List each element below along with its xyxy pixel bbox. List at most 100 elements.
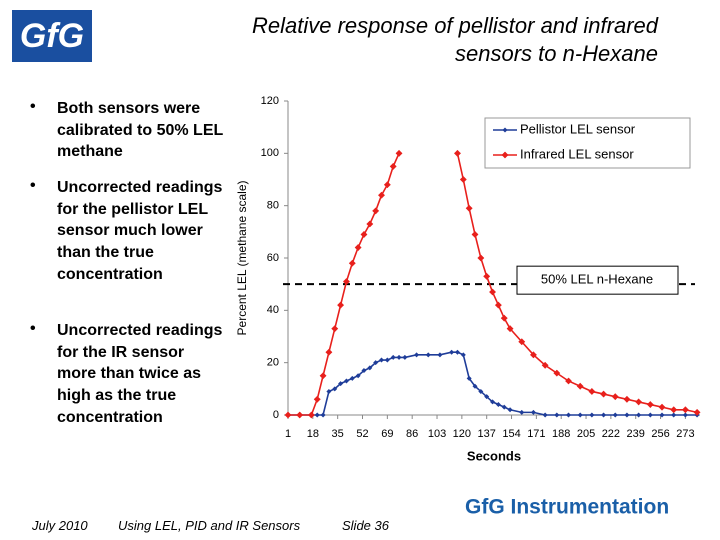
data-point bbox=[624, 412, 630, 418]
series-line bbox=[288, 351, 698, 416]
data-point bbox=[354, 244, 362, 251]
data-point bbox=[489, 288, 496, 296]
data-point bbox=[600, 390, 607, 398]
data-point bbox=[519, 409, 525, 415]
logo: GfG bbox=[20, 17, 84, 55]
bullet: Uncorrected readings for the pellistor L… bbox=[57, 179, 223, 283]
x-tick-label: 35 bbox=[332, 428, 344, 440]
legend-label: Pellistor LEL sensor bbox=[520, 121, 636, 136]
data-point bbox=[490, 399, 496, 405]
data-point bbox=[349, 375, 355, 381]
data-point bbox=[647, 412, 653, 418]
data-point bbox=[658, 403, 666, 411]
data-point bbox=[343, 278, 350, 285]
y-tick-label: 100 bbox=[261, 147, 279, 159]
data-point bbox=[623, 395, 631, 403]
y-axis-label: Percent LEL (methane scale) bbox=[235, 181, 249, 336]
data-point bbox=[693, 408, 701, 416]
x-tick-label: 103 bbox=[428, 428, 446, 440]
data-point bbox=[383, 181, 391, 189]
data-point bbox=[372, 207, 380, 215]
data-point bbox=[588, 388, 596, 395]
legend-box bbox=[484, 117, 691, 169]
data-point bbox=[646, 401, 654, 408]
data-point bbox=[361, 368, 367, 374]
data-point bbox=[384, 357, 390, 363]
legend-label: Infrared LEL sensor bbox=[520, 146, 634, 161]
data-point bbox=[296, 411, 304, 419]
footer-slide: Slide 36 bbox=[342, 518, 389, 533]
data-point bbox=[471, 231, 479, 238]
data-point bbox=[319, 372, 327, 380]
data-point bbox=[337, 301, 345, 309]
x-tick-label: 1 bbox=[285, 428, 291, 440]
data-point bbox=[355, 373, 361, 379]
x-tick-label: 273 bbox=[676, 428, 694, 440]
y-tick-label: 80 bbox=[267, 200, 279, 212]
data-point bbox=[502, 127, 508, 133]
x-tick-label: 239 bbox=[627, 428, 645, 440]
footer-topic: Using LEL, PID and IR Sensors bbox=[118, 518, 301, 533]
data-point bbox=[314, 412, 320, 418]
x-tick-label: 222 bbox=[602, 428, 620, 440]
y-tick-label: 60 bbox=[267, 252, 279, 264]
data-point bbox=[553, 369, 561, 377]
x-tick-label: 69 bbox=[381, 428, 393, 440]
bullet: Uncorrected readings for the IR sensor m… bbox=[57, 322, 223, 426]
data-point bbox=[414, 352, 420, 358]
x-tick-label: 154 bbox=[502, 428, 520, 440]
data-point bbox=[541, 361, 549, 369]
reference-label-box bbox=[516, 265, 679, 295]
x-tick-label: 137 bbox=[478, 428, 496, 440]
data-point bbox=[518, 338, 526, 346]
y-tick-label: 20 bbox=[267, 357, 279, 369]
data-point bbox=[389, 162, 397, 170]
data-point bbox=[635, 398, 643, 406]
data-point bbox=[494, 301, 502, 309]
data-point bbox=[477, 254, 485, 262]
data-point bbox=[542, 412, 548, 418]
data-point bbox=[465, 204, 473, 212]
data-point bbox=[530, 351, 537, 359]
data-point bbox=[454, 149, 461, 157]
data-point bbox=[460, 352, 466, 358]
data-point bbox=[554, 412, 560, 418]
data-point bbox=[366, 220, 374, 228]
data-point bbox=[395, 149, 403, 157]
data-point bbox=[320, 412, 326, 418]
data-point bbox=[331, 325, 339, 333]
data-point bbox=[501, 151, 509, 159]
data-point bbox=[576, 382, 584, 390]
data-point bbox=[495, 402, 501, 408]
data-point bbox=[459, 176, 467, 183]
data-point bbox=[307, 411, 315, 419]
data-point bbox=[612, 412, 618, 418]
data-point bbox=[565, 377, 572, 385]
y-tick-label: 120 bbox=[261, 95, 279, 107]
data-point bbox=[530, 409, 536, 415]
data-point bbox=[566, 412, 572, 418]
data-point bbox=[343, 378, 349, 384]
data-point bbox=[501, 404, 507, 410]
bullet-dot: • bbox=[30, 98, 36, 115]
brand: GfG Instrumentation bbox=[465, 496, 669, 519]
data-point bbox=[636, 412, 642, 418]
data-point bbox=[500, 314, 508, 322]
data-point bbox=[402, 354, 408, 360]
bullet: Both sensors were calibrated to 50% LEL … bbox=[57, 100, 223, 161]
data-point bbox=[325, 348, 333, 356]
data-point bbox=[506, 325, 514, 333]
data-point bbox=[360, 231, 368, 238]
data-point bbox=[682, 412, 688, 418]
data-point bbox=[348, 259, 356, 267]
data-point bbox=[454, 349, 460, 355]
x-tick-label: 171 bbox=[527, 428, 545, 440]
data-point bbox=[611, 393, 619, 401]
data-point bbox=[472, 383, 478, 389]
data-point bbox=[484, 394, 490, 400]
y-tick-label: 40 bbox=[267, 304, 279, 316]
data-point bbox=[483, 272, 491, 280]
footer-date: July 2010 bbox=[32, 518, 88, 533]
data-point bbox=[507, 407, 513, 413]
